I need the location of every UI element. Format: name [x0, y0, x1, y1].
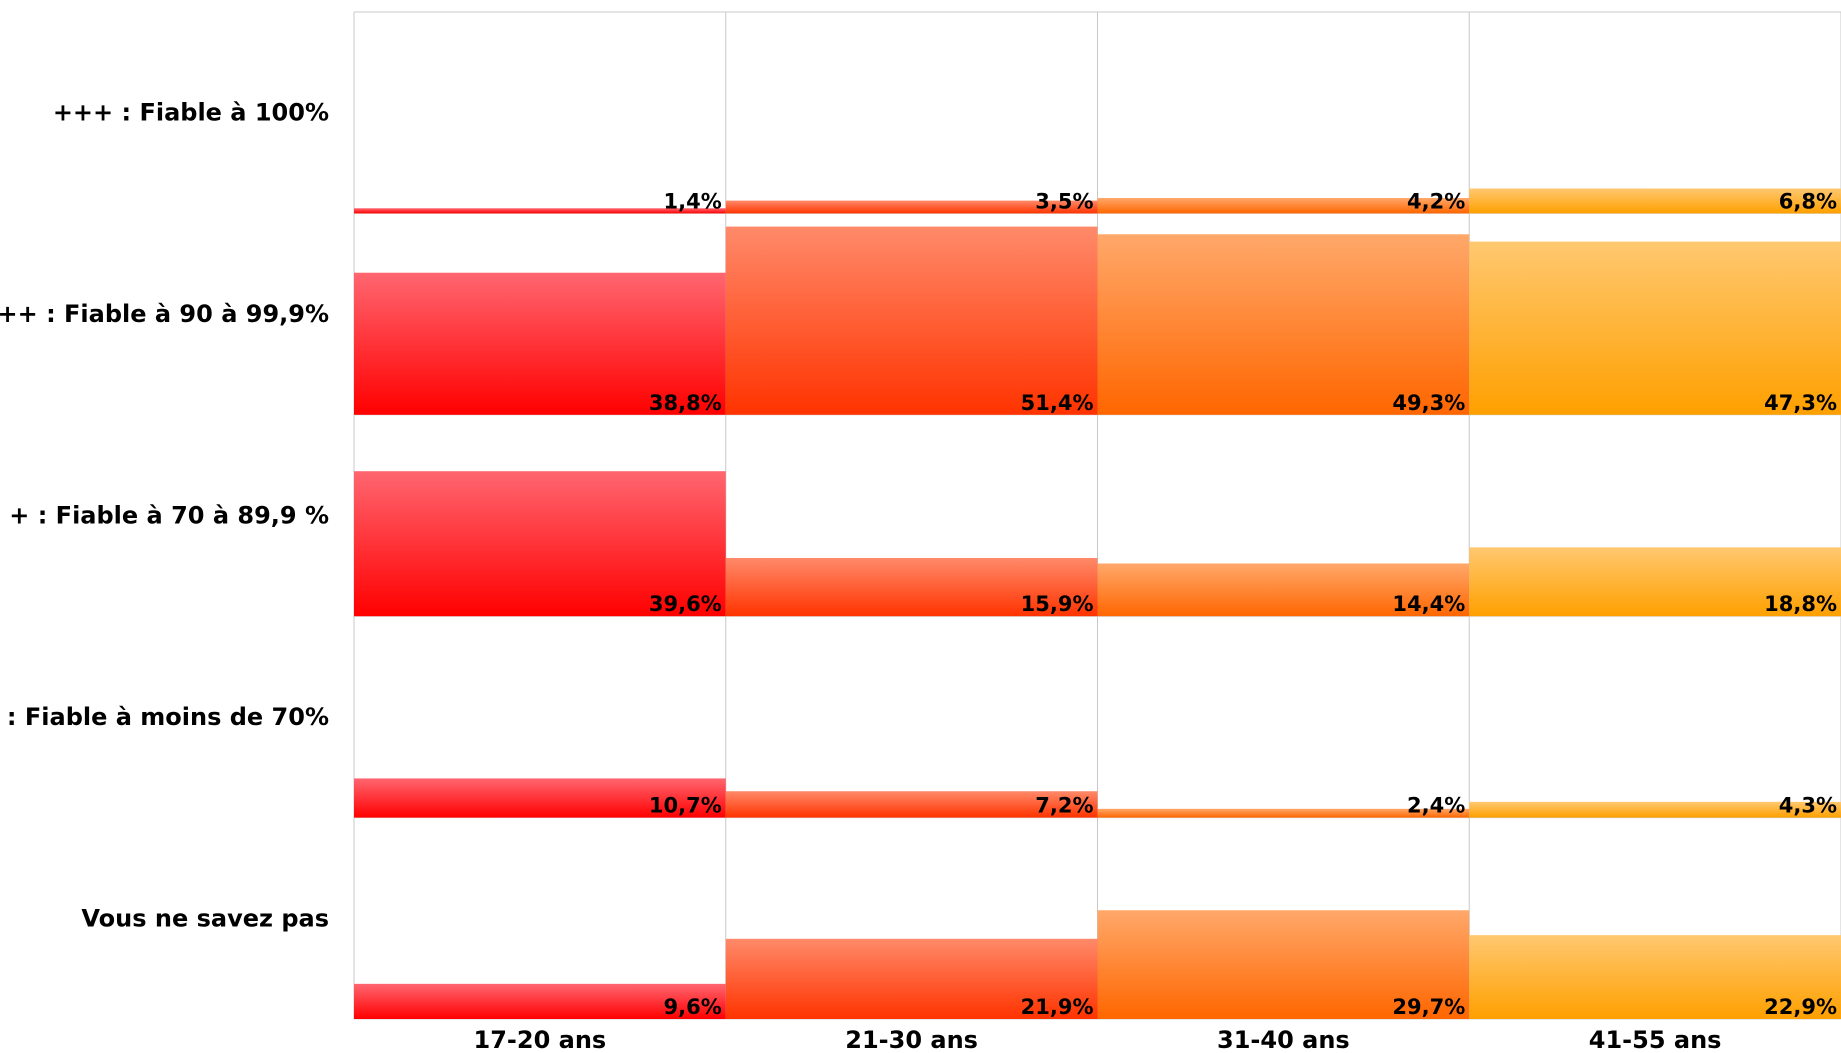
bar-value-label: 49,3%: [1392, 391, 1465, 415]
row-label: +++ : Fiable à 100%: [53, 99, 329, 127]
bar: [1097, 198, 1470, 214]
bar: [354, 983, 726, 1019]
bar-value-label: 2,4%: [1407, 794, 1465, 818]
row-label: Vous ne savez pas: [81, 904, 329, 932]
bar-value-label: 1,4%: [664, 189, 722, 213]
bar: [1097, 234, 1470, 415]
bar-value-label: 4,3%: [1779, 794, 1837, 818]
bar-value-label: 29,7%: [1392, 995, 1465, 1019]
bar: [1469, 547, 1841, 617]
bar-value-label: 14,4%: [1392, 592, 1465, 616]
column-label: 17-20 ans: [474, 1026, 607, 1053]
column-label: 21-30 ans: [845, 1026, 978, 1053]
bar: [725, 200, 1098, 214]
bar: [725, 226, 1098, 415]
bar: [1097, 563, 1470, 617]
bar: [725, 791, 1098, 818]
bar-value-label: 9,6%: [664, 995, 722, 1019]
row-label: + : Fiable à 70 à 89,9 %: [9, 502, 329, 530]
bar-value-label: 6,8%: [1779, 189, 1837, 213]
bar-value-label: 7,2%: [1035, 794, 1093, 818]
bar: [1097, 808, 1470, 818]
bar-value-label: 10,7%: [649, 794, 722, 818]
bar: [1469, 801, 1841, 818]
bar: [1469, 241, 1841, 415]
bar-value-label: 22,9%: [1764, 995, 1837, 1019]
chart-bars: [354, 188, 1841, 1019]
column-label: 31-40 ans: [1217, 1026, 1350, 1053]
bar: [1469, 935, 1841, 1019]
row-label: – : Fiable à moins de 70%: [0, 703, 329, 731]
bar-value-label: 15,9%: [1021, 592, 1094, 616]
bar: [1469, 188, 1841, 214]
bar-value-label: 21,9%: [1021, 995, 1094, 1019]
chart-labels: 1,4% 38,8% 39,6% 10,7% 9,6% 17-20 ans 3,5% 51,4…: [0, 99, 1837, 1053]
bar-value-label: 47,3%: [1764, 391, 1837, 415]
bar-value-label: 4,2%: [1407, 189, 1465, 213]
bar: [354, 208, 726, 214]
bar-value-label: 51,4%: [1021, 391, 1094, 415]
bar: [725, 938, 1098, 1019]
bar: [354, 471, 726, 617]
bar-value-label: 3,5%: [1035, 189, 1093, 213]
row-label: ++ : Fiable à 90 à 99,9%: [0, 300, 329, 328]
bar: [725, 557, 1098, 617]
column-label: 41-55 ans: [1589, 1026, 1722, 1053]
bar: [354, 778, 726, 818]
bar-value-label: 38,8%: [649, 391, 722, 415]
bar-value-label: 39,6%: [649, 592, 722, 616]
bar: [354, 272, 726, 415]
bar-value-label: 18,8%: [1764, 592, 1837, 616]
bar: [1097, 910, 1470, 1019]
